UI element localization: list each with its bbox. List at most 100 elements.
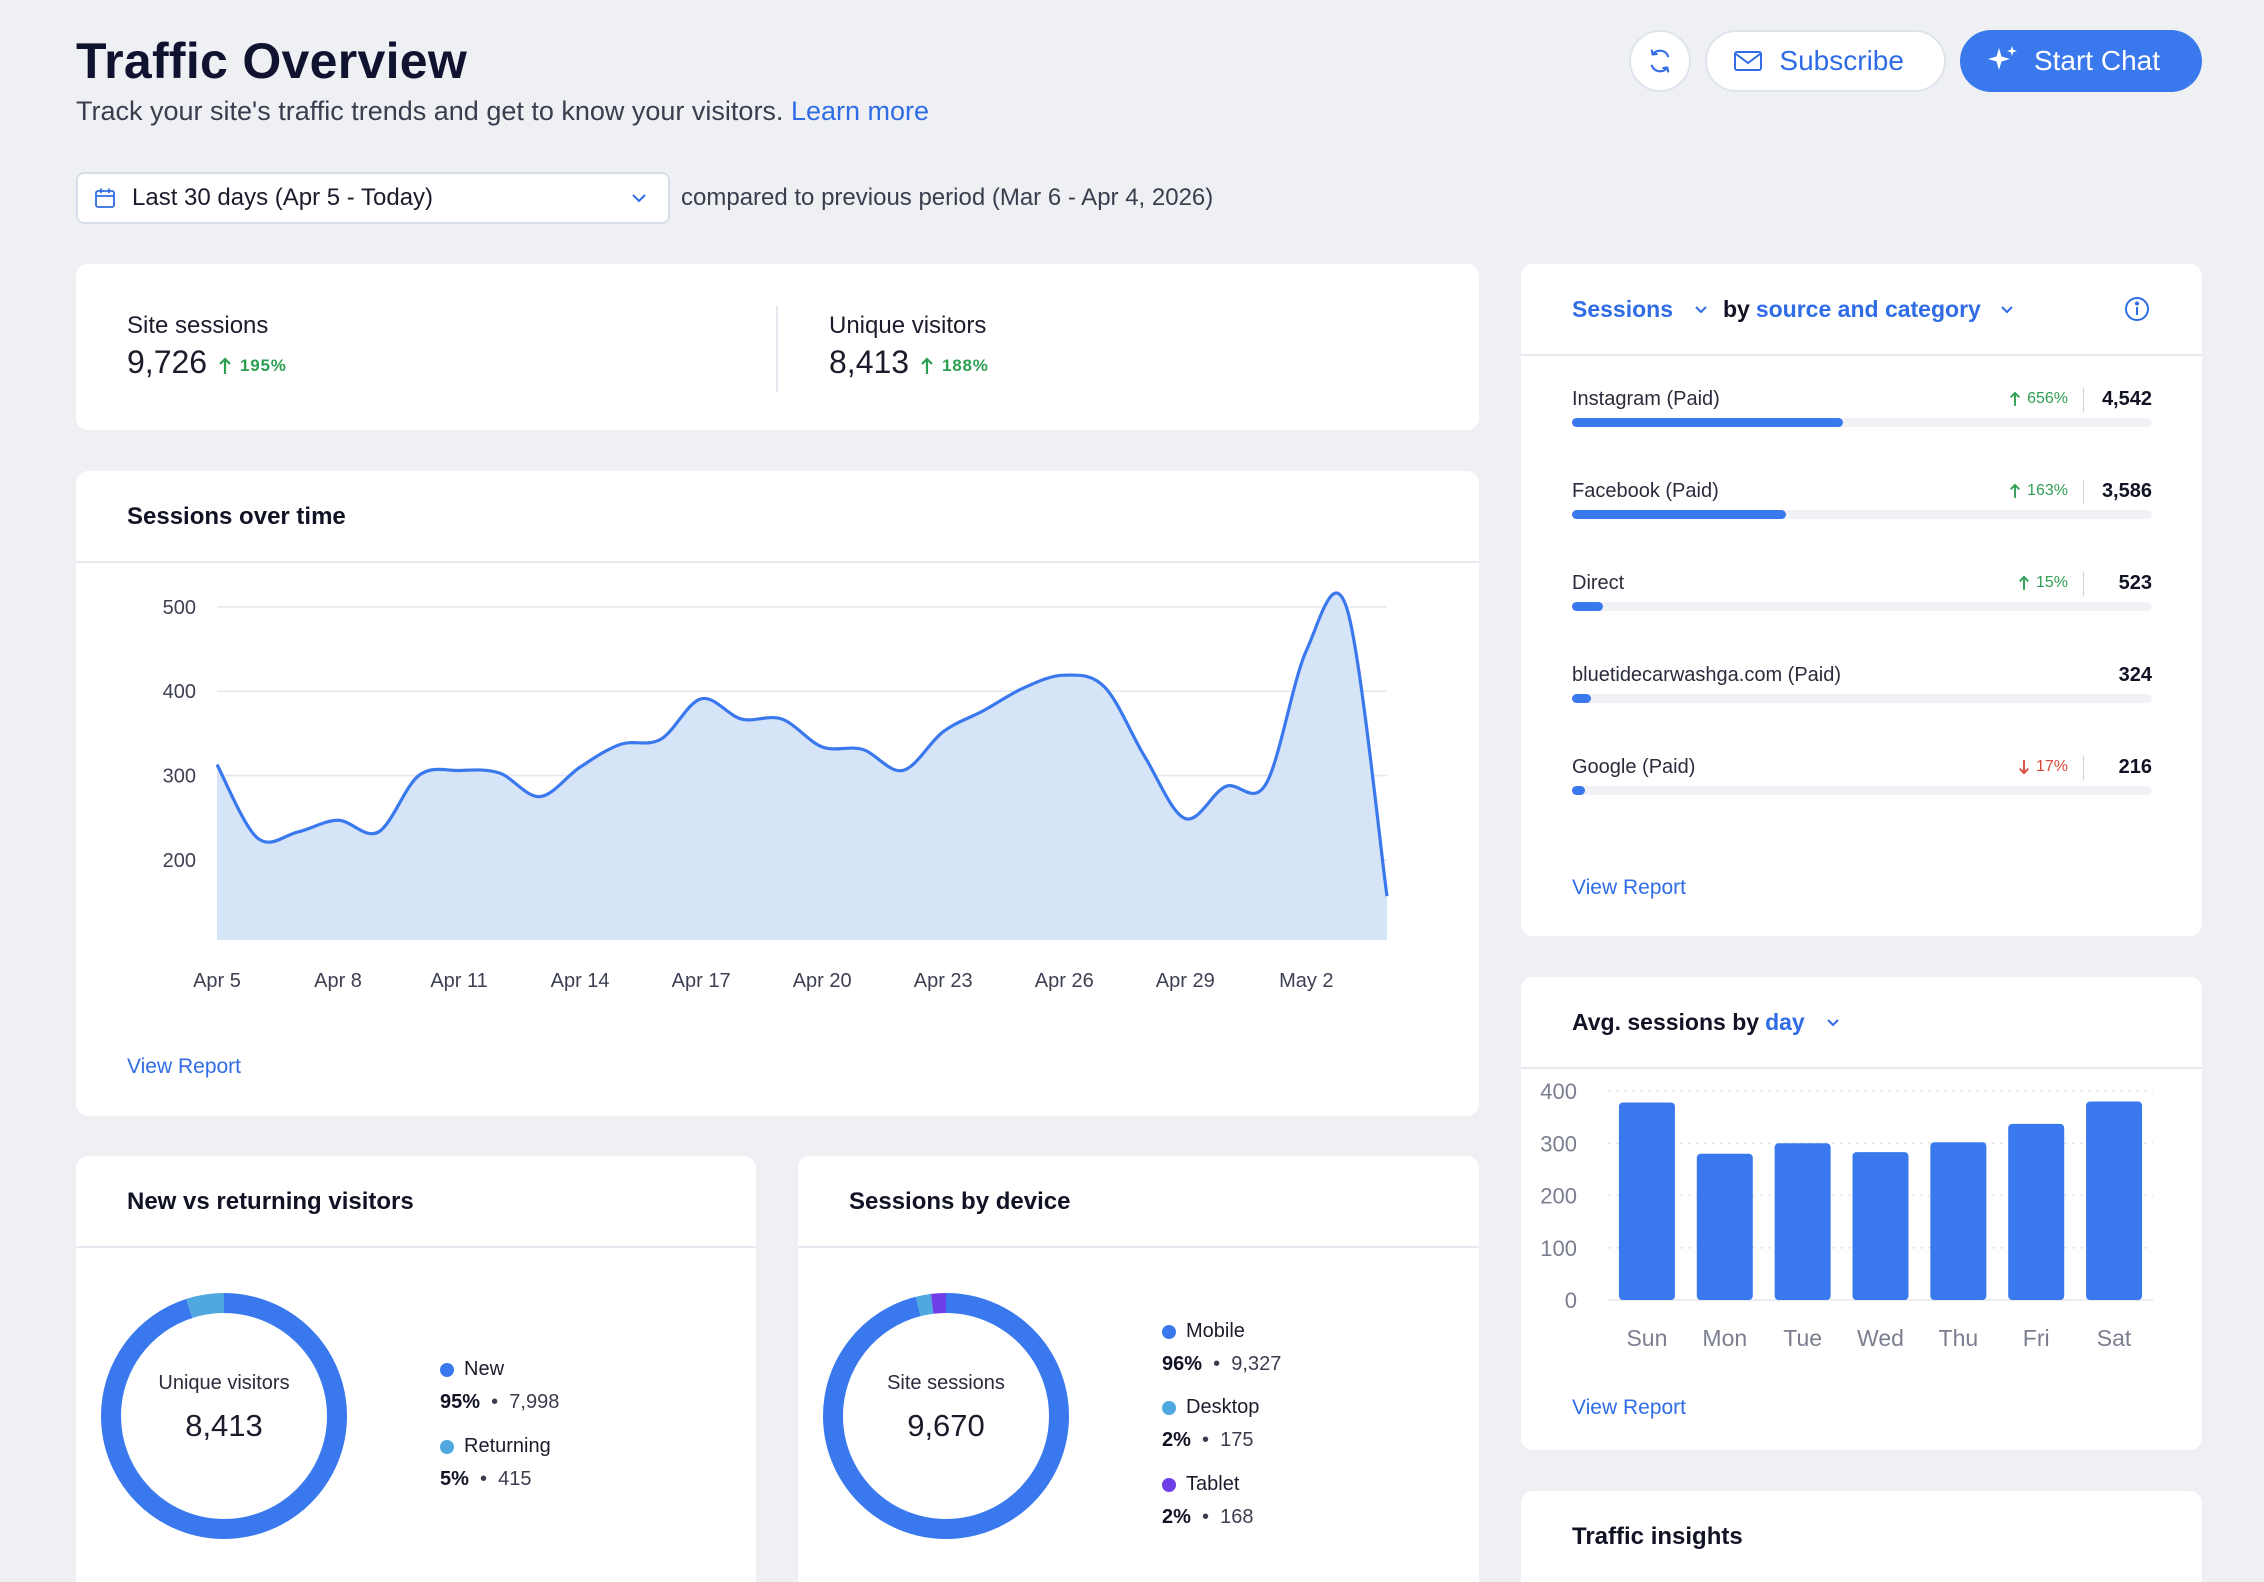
- series-area: [217, 593, 1387, 940]
- source-change: 17%: [2018, 758, 2068, 776]
- source-row[interactable]: Direct 15% 523: [1572, 572, 2152, 632]
- dimension-dropdown[interactable]: source and category: [1756, 296, 2015, 323]
- legend-count: 7,998: [509, 1391, 560, 1413]
- y-tick-label: 400: [163, 681, 196, 703]
- source-name: Direct: [1572, 572, 1625, 594]
- source-name: Instagram (Paid): [1572, 388, 1720, 410]
- y-tick-label: 100: [1540, 1236, 1577, 1261]
- source-change-value: 163%: [2027, 482, 2068, 499]
- legend-count: 175: [1220, 1429, 1254, 1451]
- start-chat-button[interactable]: Start Chat: [1959, 30, 2202, 92]
- kpi-delta-value: 195%: [240, 356, 287, 375]
- source-bar-fill: [1572, 510, 1787, 519]
- by-label: by: [1723, 296, 1750, 322]
- kpi-label-unique-visitors: Unique visitors: [829, 312, 987, 339]
- x-tick-label: Apr 5: [193, 970, 241, 992]
- traffic-insights-card: Traffic insights: [1521, 1491, 2202, 1582]
- source-value: 523: [2118, 572, 2152, 594]
- source-name: Facebook (Paid): [1572, 480, 1719, 502]
- avg-sessions-by-day-card: Avg. sessions by day 0 100 200 300 400 Sun Mon…: [1521, 977, 2202, 1450]
- legend-separator: •: [480, 1468, 488, 1490]
- y-tick-label: 400: [1540, 1079, 1577, 1104]
- source-separator: [2083, 388, 2084, 412]
- y-tick-label: 200: [1540, 1184, 1577, 1209]
- source-change-value: 17%: [2035, 758, 2068, 775]
- refresh-button[interactable]: [1629, 30, 1692, 92]
- card-title: Traffic insights: [1572, 1523, 1743, 1550]
- source-value: 216: [2118, 756, 2152, 778]
- legend-separator: •: [491, 1391, 499, 1413]
- kpi-divider: [776, 306, 778, 392]
- legend-dot: [1162, 1324, 1176, 1339]
- comparison-text: compared to previous period (Mar 6 - Apr…: [681, 184, 1214, 211]
- legend-item-mobile: Mobile 96% • 9,327: [1162, 1320, 1281, 1376]
- legend-name: Returning: [464, 1435, 551, 1457]
- source-value: 3,586: [2101, 480, 2152, 502]
- card-title: Sessions over time: [127, 503, 346, 530]
- legend-count: 168: [1220, 1506, 1254, 1528]
- info-icon[interactable]: [2124, 296, 2150, 322]
- donut-slice: [101, 1293, 347, 1539]
- source-bar-track: [1572, 786, 2152, 795]
- bar: [2008, 1123, 2065, 1300]
- legend-pct: 96%: [1162, 1353, 1203, 1375]
- source-value: 324: [2118, 664, 2152, 686]
- card-header: Sessions over time: [76, 471, 1479, 563]
- x-tick-label: Sat: [2097, 1325, 2132, 1351]
- x-tick-label: Apr 26: [1035, 970, 1094, 992]
- donut-center-label: Site sessions: [887, 1372, 1005, 1394]
- x-tick-label: Thu: [1939, 1325, 1979, 1351]
- dimension-dropdown-value: source and category: [1755, 296, 1981, 322]
- x-tick-label: Fri: [2023, 1325, 2050, 1351]
- view-report-link[interactable]: View Report: [1572, 876, 1687, 899]
- kpi-card: Site sessions 9,726 195% Unique visitors…: [76, 264, 1479, 430]
- source-bar-track: [1572, 694, 2152, 703]
- arrow-up-icon: [2019, 575, 2029, 590]
- source-bar-fill: [1572, 602, 1604, 611]
- source-name: bluetidecarwashga.com (Paid): [1572, 664, 1842, 686]
- legend-pct: 5%: [440, 1468, 469, 1490]
- x-tick-label: Apr 11: [430, 970, 487, 992]
- view-report-link[interactable]: View Report: [127, 1055, 242, 1078]
- bar: [1930, 1142, 1987, 1300]
- x-tick-label: May 2: [1279, 970, 1333, 992]
- card-title: Sessions by device: [849, 1188, 1071, 1215]
- donut-center-value: 9,670: [907, 1408, 985, 1443]
- bar: [1852, 1152, 1909, 1300]
- source-row[interactable]: Google (Paid) 17% 216: [1572, 756, 2152, 816]
- learn-more-link[interactable]: Learn more: [790, 96, 930, 126]
- page-title: Traffic Overview: [76, 33, 468, 89]
- y-tick-label: 0: [1565, 1288, 1577, 1313]
- subscribe-label: Subscribe: [1779, 45, 1904, 76]
- metric-dropdown-value: Sessions: [1572, 296, 1673, 322]
- y-tick-label: 200: [163, 850, 196, 872]
- kpi-delta-unique-visitors: 188%: [920, 356, 989, 376]
- subscribe-button[interactable]: Subscribe: [1705, 30, 1946, 92]
- metric-dropdown[interactable]: Sessions: [1572, 296, 1709, 323]
- legend-dot: [1162, 1477, 1176, 1492]
- source-separator: [2083, 480, 2084, 504]
- x-tick-label: Tue: [1783, 1325, 1822, 1351]
- arrow-up-icon: [219, 357, 231, 374]
- arrow-up-icon: [921, 357, 933, 374]
- date-range-dropdown[interactable]: Last 30 days (Apr 5 - Today): [76, 172, 670, 224]
- source-bar-track: [1572, 418, 2152, 427]
- card-header: New vs returning visitors: [76, 1156, 756, 1248]
- source-row[interactable]: Facebook (Paid) 163% 3,586: [1572, 480, 2152, 540]
- series-line: [215, 591, 1389, 897]
- source-change: 15%: [2018, 574, 2068, 592]
- kpi-delta-site-sessions: 195%: [218, 356, 287, 376]
- y-tick-label: 300: [1540, 1131, 1577, 1156]
- source-row[interactable]: bluetidecarwashga.com (Paid) 324: [1572, 664, 2152, 724]
- sessions-line-chart: 200 300 400 500 Apr 5 Apr 8 Apr 11 Apr 14 Apr 17…: [163, 591, 1389, 992]
- card-title: New vs returning visitors: [127, 1188, 414, 1215]
- view-report-link[interactable]: View Report: [1572, 1396, 1687, 1419]
- legend-count: 9,327: [1231, 1353, 1282, 1375]
- avg-title-row: Avg. sessions by day: [1572, 1009, 1841, 1036]
- day-dropdown[interactable]: day: [1765, 1009, 1841, 1036]
- source-bar-fill: [1572, 786, 1585, 795]
- kpi-delta-value: 188%: [942, 356, 989, 375]
- legend-name: New: [464, 1358, 505, 1380]
- source-row[interactable]: Instagram (Paid) 656% 4,542: [1572, 388, 2152, 448]
